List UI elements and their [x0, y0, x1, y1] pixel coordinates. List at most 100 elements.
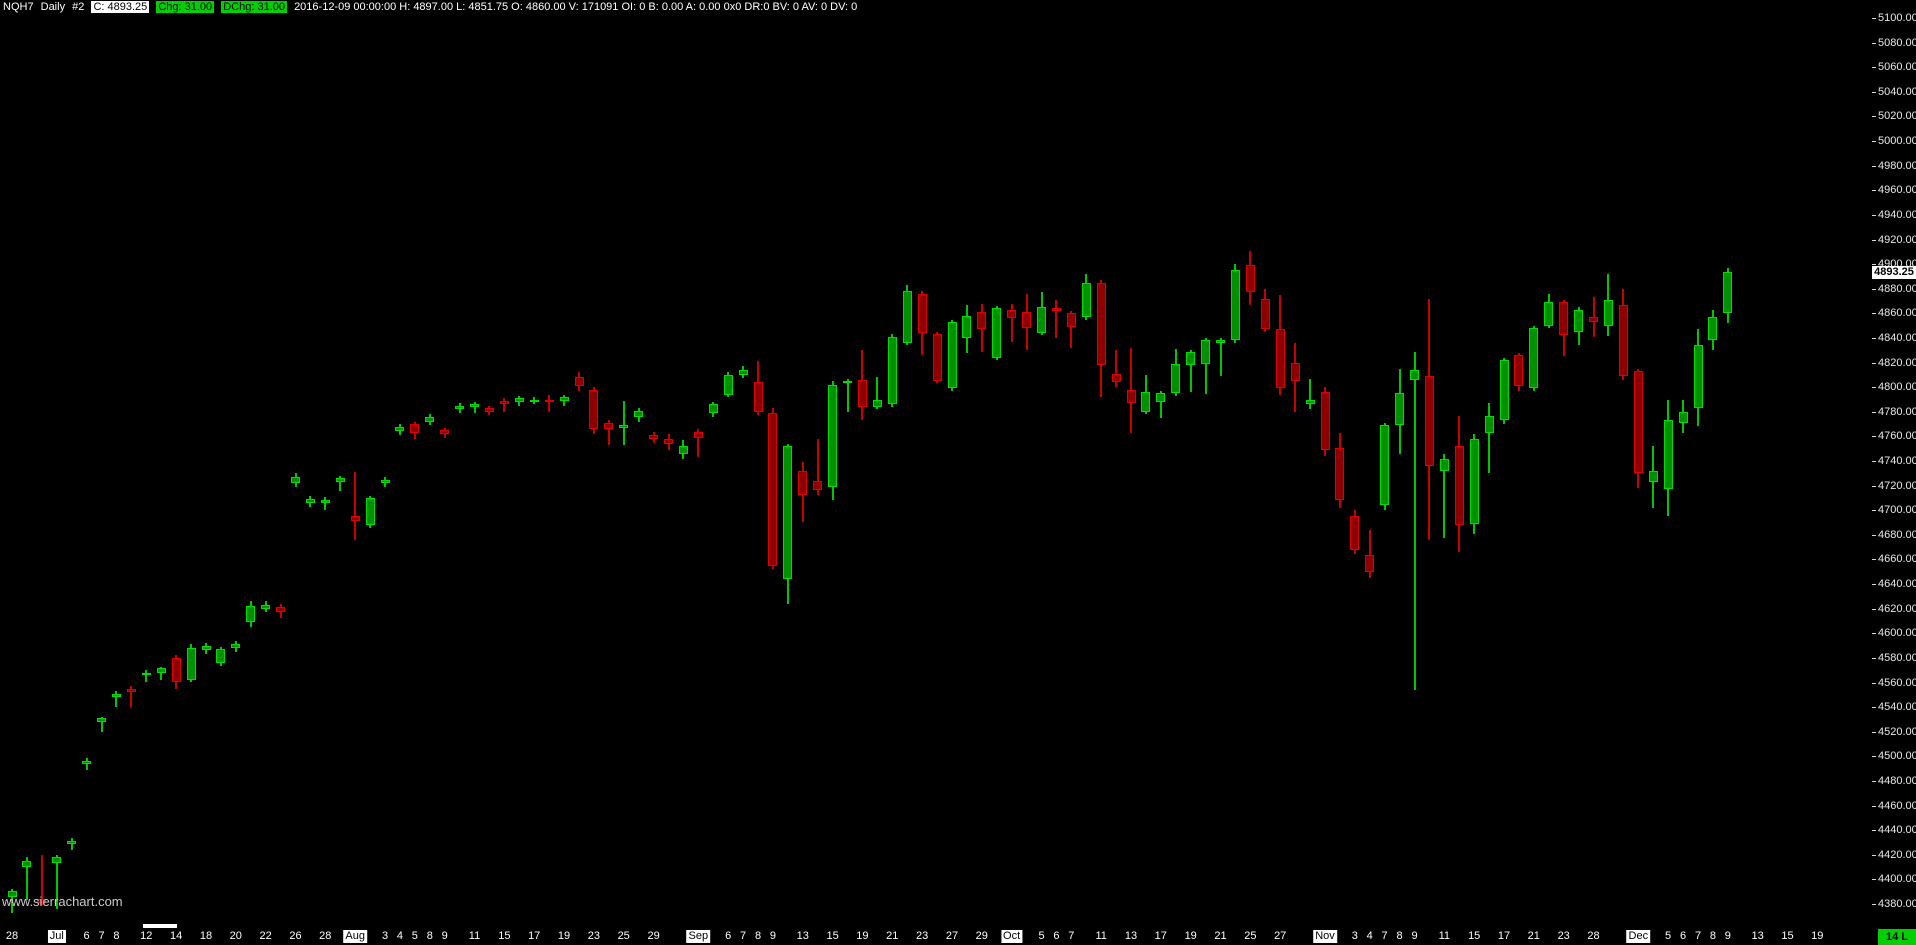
date-axis-label: 15: [826, 930, 839, 942]
price-axis-tick: [1872, 780, 1876, 782]
price-axis-label: 4860.00: [1878, 307, 1916, 320]
candle-body: [141, 672, 151, 676]
price-axis-tick: [1872, 756, 1876, 758]
price-axis-label: 4380.00: [1878, 898, 1916, 910]
candle-body: [380, 479, 390, 484]
price-axis-tick: [1872, 657, 1876, 659]
date-axis-label: 25: [1244, 930, 1257, 942]
price-axis-tick: [1872, 387, 1876, 389]
price-axis[interactable]: 5100.00 5080.00 5060.00 5040.00 5020.00 5000.…: [1872, 0, 1916, 945]
price-axis-label: 5020.00: [1878, 110, 1916, 123]
candle-body: [1663, 420, 1673, 490]
price-axis-label: 4880.00: [1878, 282, 1916, 295]
candle-body: [544, 399, 554, 402]
candle-body: [604, 422, 614, 430]
date-axis-label: 14: [169, 930, 183, 942]
candle-body: [1484, 415, 1494, 433]
candle-body: [1693, 345, 1703, 409]
candle-wick: [1159, 390, 1162, 418]
candle-body: [1678, 411, 1688, 423]
candle-wick: [11, 889, 13, 913]
date-axis-label: 5: [411, 930, 418, 942]
candle-body: [1216, 340, 1225, 343]
candle-body: [1439, 458, 1449, 471]
candle-body: [977, 312, 987, 330]
date-axis-month-label: Aug: [343, 930, 367, 943]
candle-body: [1380, 425, 1390, 506]
price-axis-tick: [1872, 362, 1876, 364]
candle-body: [261, 605, 271, 609]
candle-body: [1141, 392, 1151, 412]
candle-body: [1066, 313, 1076, 327]
date-axis-label: 5: [1665, 930, 1672, 942]
candle-body: [1424, 376, 1434, 466]
price-axis-label: 4640.00: [1878, 578, 1916, 591]
candle-body: [1186, 351, 1196, 365]
date-axis-label: 28: [1587, 930, 1600, 942]
daily-change-readout: DChg: 31.00: [221, 1, 287, 13]
candle-body: [455, 405, 465, 410]
candle-body: [7, 890, 17, 897]
date-axis-label: 15: [1781, 930, 1794, 942]
candle-body: [1037, 307, 1046, 333]
date-axis-label: 17: [528, 930, 541, 942]
price-axis-label: 4540.00: [1878, 701, 1916, 714]
candle-body: [1454, 446, 1464, 525]
date-axis-label: 23: [1557, 930, 1570, 942]
chart-number-label: #2: [72, 1, 85, 13]
candle-wick: [846, 378, 849, 412]
date-axis-label: 9: [769, 930, 776, 942]
candle-wick: [503, 398, 506, 412]
date-axis[interactable]: 28 Jul 6 7 8 12 14 18 20 22 26 28 Aug 3 4 5 8 9 11 15 17 19 23…: [0, 929, 1872, 945]
price-axis-label: 5040.00: [1878, 85, 1916, 98]
candle-body: [216, 649, 226, 663]
candle-body: [67, 841, 77, 844]
date-axis-label: 11: [468, 930, 481, 942]
candle-body: [753, 382, 763, 412]
candle-body: [186, 648, 196, 680]
candle-body: [1410, 369, 1419, 380]
date-axis-label: 7: [740, 930, 747, 942]
date-axis-label: 19: [1811, 930, 1824, 942]
candlestick-chart-region[interactable]: [0, 15, 1872, 924]
candle-body: [917, 293, 927, 333]
date-axis-month-label: Jul: [47, 930, 66, 943]
candle-body: [1589, 317, 1598, 322]
date-axis-label: 6: [1679, 930, 1687, 942]
candle-body: [365, 497, 375, 525]
price-axis-tick: [1872, 854, 1876, 856]
candle-body: [992, 308, 1002, 358]
candle-body: [619, 425, 629, 428]
candle-wick: [622, 400, 625, 445]
horizontal-scrollbar[interactable]: [0, 924, 1872, 928]
date-axis-label: 3: [1351, 930, 1358, 942]
candle-body: [708, 404, 718, 413]
price-axis-label: 4800.00: [1878, 381, 1916, 394]
candle-body: [395, 426, 405, 432]
last-price-readout: C: 4893.25: [91, 1, 150, 13]
price-axis-label: 4420.00: [1878, 848, 1916, 861]
price-axis-tick: [1872, 608, 1876, 610]
scrollbar-thumb[interactable]: [143, 924, 177, 928]
candle-body: [1096, 282, 1106, 365]
price-axis-tick: [1872, 288, 1876, 290]
candle-body: [126, 688, 136, 693]
date-axis-label: 20: [229, 930, 242, 942]
candle-body: [1395, 393, 1405, 426]
candle-wick: [100, 717, 103, 732]
candle-body: [1708, 317, 1718, 341]
price-axis-tick: [1872, 42, 1876, 44]
price-axis-tick: [1872, 461, 1876, 462]
price-axis-tick: [1872, 264, 1876, 266]
price-axis-tick: [1872, 411, 1876, 413]
price-axis-label: 4680.00: [1878, 528, 1916, 541]
date-axis-label: 21: [1214, 930, 1227, 942]
price-axis-label: 4600.00: [1878, 627, 1916, 640]
candle-wick: [1443, 453, 1446, 539]
date-axis-label: 22: [259, 930, 272, 942]
price-axis-label: 4660.00: [1878, 553, 1916, 566]
candle-body: [843, 381, 852, 383]
date-axis-label: 13: [1124, 930, 1138, 942]
candle-body: [1499, 360, 1509, 421]
price-axis-tick: [1872, 879, 1876, 881]
